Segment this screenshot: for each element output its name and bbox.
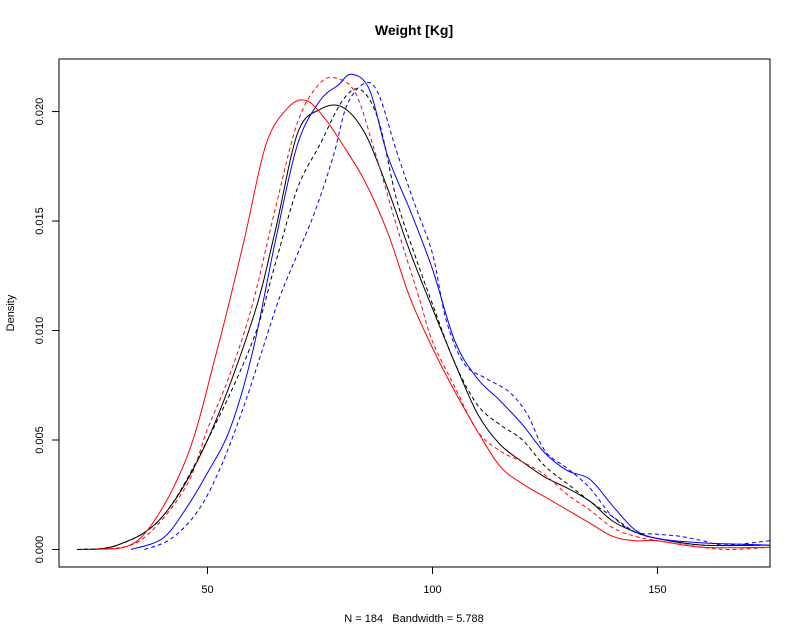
density-curve-6 — [144, 81, 770, 550]
x-axis-label: N = 184 Bandwidth = 5.788 — [344, 613, 483, 625]
x-tick-label: 50 — [201, 584, 213, 596]
density-curve-4 — [94, 76, 770, 551]
y-tick-label: 0.005 — [34, 426, 46, 454]
chart-title: Weight [Kg] — [375, 22, 453, 38]
density-curve-2 — [76, 88, 770, 550]
y-tick-label: 0.015 — [34, 207, 46, 235]
density-curve-1 — [76, 104, 770, 550]
y-axis-label: Density — [5, 294, 17, 331]
x-tick-label: 150 — [648, 584, 666, 596]
y-axis: 0.000 0.005 0.010 0.015 0.020 — [34, 98, 60, 564]
y-tick-label: 0.000 — [34, 536, 46, 564]
density-curve-5 — [130, 73, 770, 550]
y-tick-label: 0.020 — [34, 98, 46, 126]
density-curve-3 — [94, 99, 770, 550]
x-tick-label: 100 — [423, 584, 441, 596]
x-axis: 50 100 150 — [201, 566, 667, 596]
plot-frame — [58, 58, 771, 568]
y-tick-label: 0.010 — [34, 317, 46, 345]
density-curves — [76, 73, 770, 551]
